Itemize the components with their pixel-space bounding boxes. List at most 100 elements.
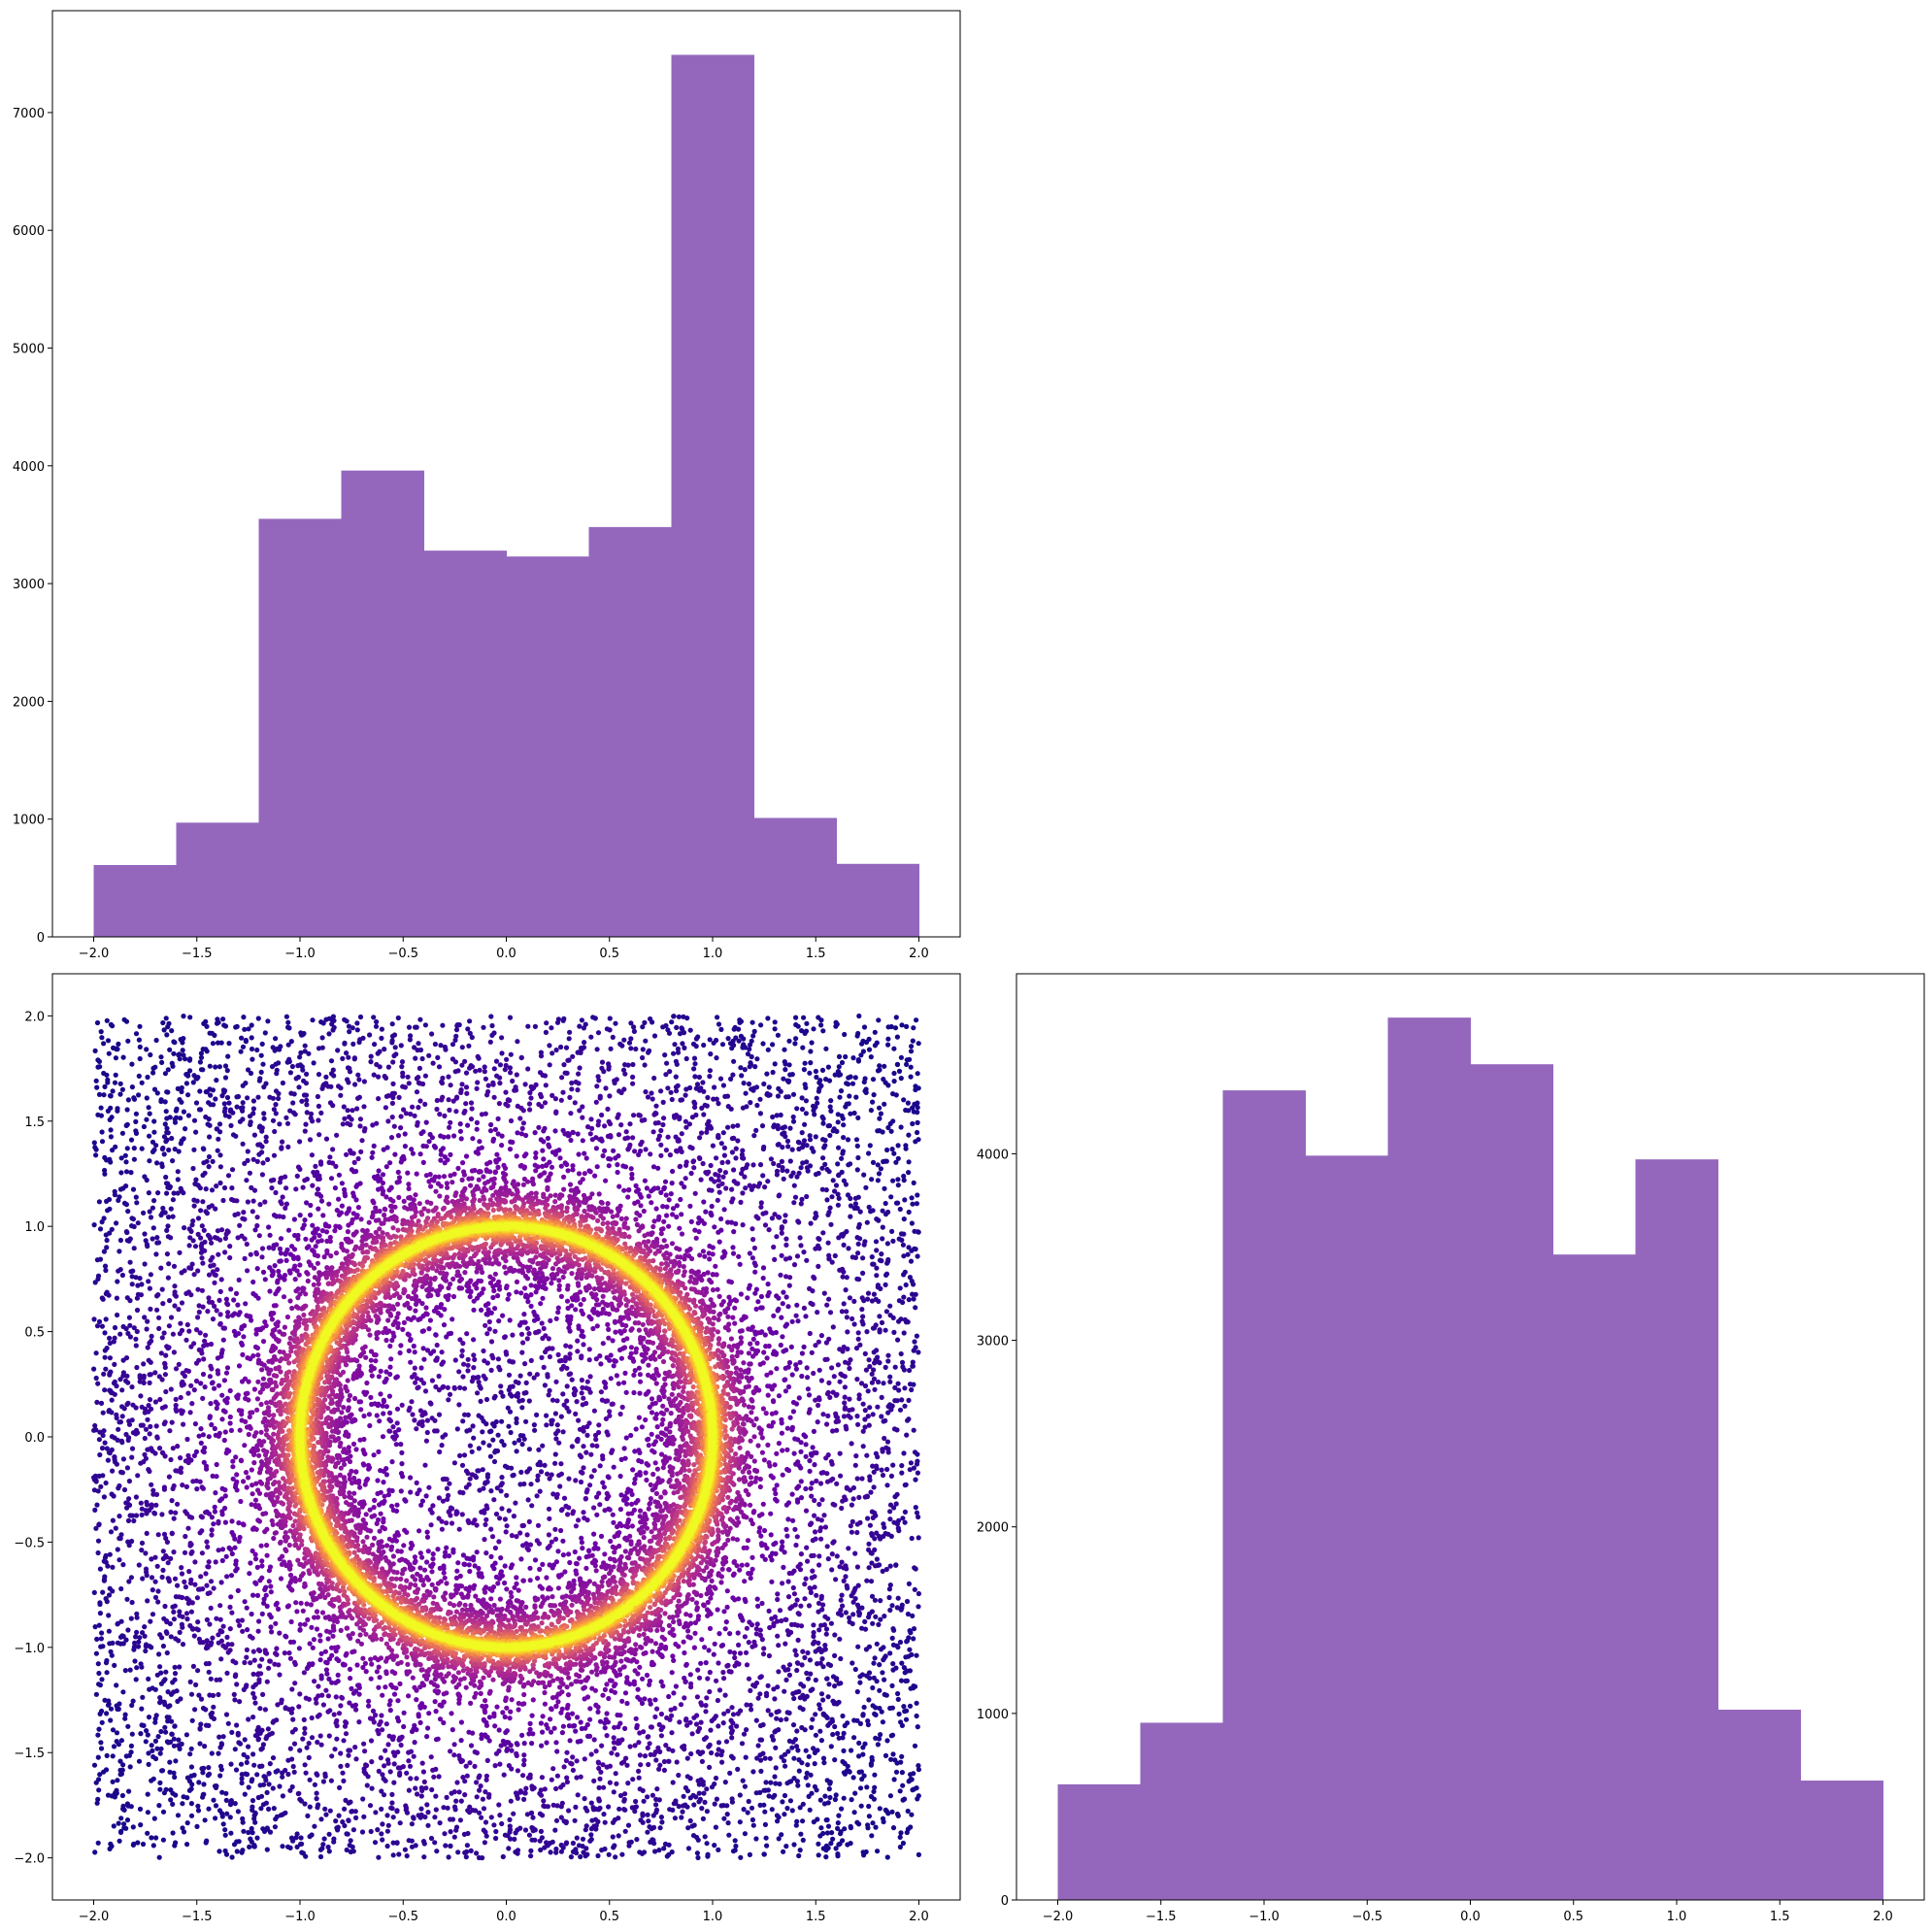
- scatter-point: [150, 1776, 156, 1782]
- scatter-point: [259, 1128, 265, 1134]
- scatter-point: [384, 1843, 390, 1849]
- scatter-point: [139, 1540, 146, 1546]
- scatter-point: [780, 1131, 785, 1137]
- scatter-point: [754, 1056, 760, 1062]
- scatter-point: [118, 1532, 124, 1538]
- scatter-point: [748, 1687, 753, 1693]
- scatter-point: [192, 1559, 198, 1565]
- scatter-point: [908, 1685, 914, 1691]
- scatter-point: [117, 1091, 123, 1097]
- scatter-point: [219, 1789, 225, 1795]
- scatter-point: [800, 1045, 806, 1050]
- scatter-point: [542, 1073, 549, 1079]
- scatter-point: [97, 1256, 104, 1262]
- scatter-point: [242, 1737, 248, 1743]
- scatter-point: [495, 1432, 501, 1438]
- scatter-point: [728, 1106, 734, 1112]
- scatter-point: [612, 1080, 617, 1086]
- scatter-point: [436, 1412, 443, 1417]
- scatter-point: [879, 1467, 884, 1473]
- scatter-point: [560, 1017, 566, 1023]
- scatter-point: [207, 1621, 213, 1627]
- scatter-point: [104, 1245, 110, 1250]
- scatter-point: [434, 1106, 440, 1113]
- scatter-point: [272, 1128, 278, 1135]
- scatter-point: [295, 1074, 301, 1081]
- scatter-point: [787, 1798, 794, 1804]
- scatter-point: [258, 1069, 264, 1075]
- scatter-point: [765, 1708, 771, 1714]
- scatter-point: [222, 1832, 228, 1838]
- scatter-point: [871, 1349, 877, 1355]
- scatter-point: [904, 1023, 910, 1029]
- scatter-point: [141, 1375, 147, 1381]
- scatter-point: [125, 1517, 132, 1523]
- scatter-point: [111, 1744, 117, 1749]
- scatter-point: [758, 1768, 764, 1774]
- scatter-point: [484, 1092, 490, 1098]
- scatter-point: [768, 1780, 774, 1785]
- scatter-point: [884, 1482, 890, 1488]
- scatter-point: [878, 1111, 884, 1116]
- scatter-point: [195, 1619, 201, 1625]
- scatter-point: [837, 1267, 843, 1273]
- scatter-point: [914, 1333, 920, 1339]
- scatter-point: [446, 1074, 451, 1080]
- scatter-point: [137, 1806, 144, 1812]
- scatter-point: [247, 1114, 253, 1119]
- scatter-point: [910, 1201, 916, 1207]
- scatter-point: [437, 1449, 443, 1455]
- scatter-point: [560, 1782, 566, 1788]
- scatter-point: [883, 1364, 888, 1370]
- scatter-point: [306, 1050, 312, 1056]
- scatter-point: [770, 1042, 776, 1048]
- scatter-point: [303, 1121, 309, 1127]
- scatter-point: [488, 1815, 494, 1820]
- scatter-point: [181, 1136, 186, 1142]
- scatter-point: [163, 1786, 169, 1792]
- scatter-point: [857, 1674, 863, 1680]
- scatter-point: [129, 1061, 135, 1067]
- y-tick-label: 1000: [13, 814, 45, 828]
- scatter-point: [650, 1019, 655, 1025]
- scatter-point: [155, 1190, 161, 1196]
- scatter-point: [630, 1777, 636, 1782]
- scatter-point: [488, 1367, 494, 1373]
- scatter-point: [244, 1647, 250, 1652]
- scatter-point: [854, 1377, 860, 1382]
- scatter-point: [409, 1821, 415, 1827]
- scatter-point: [198, 1574, 204, 1580]
- scatter-point: [423, 1785, 429, 1791]
- scatter-point: [290, 1716, 296, 1722]
- scatter-point: [794, 1174, 800, 1180]
- scatter-point: [179, 1571, 185, 1577]
- scatter-point: [139, 1080, 145, 1085]
- scatter-point: [859, 1307, 865, 1313]
- scatter-point: [898, 1054, 905, 1060]
- scatter-point: [108, 1717, 114, 1723]
- scatter-point: [271, 1806, 277, 1812]
- scatter-point: [201, 1782, 207, 1787]
- scatter-point: [250, 1804, 255, 1810]
- scatter-point: [812, 1112, 817, 1117]
- scatter-point: [601, 1784, 607, 1790]
- scatter-point: [911, 1636, 916, 1642]
- scatter-point: [854, 1235, 860, 1241]
- scatter-point: [908, 1258, 915, 1264]
- scatter-point: [911, 1296, 916, 1302]
- scatter-point: [287, 1845, 293, 1850]
- scatter-point: [260, 1691, 266, 1697]
- scatter-point: [716, 1687, 723, 1693]
- scatter-point: [893, 1200, 900, 1206]
- scatter-point: [217, 1808, 223, 1814]
- scatter-point: [350, 1827, 356, 1833]
- scatter-point: [707, 1068, 714, 1074]
- scatter-point: [836, 1842, 842, 1848]
- scatter-point: [865, 1290, 872, 1296]
- scatter-point: [162, 1364, 168, 1371]
- scatter-point: [129, 1454, 135, 1460]
- scatter-point: [166, 1345, 172, 1350]
- scatter-point: [206, 1116, 212, 1122]
- scatter-point: [554, 1422, 560, 1428]
- scatter-point: [316, 1103, 321, 1109]
